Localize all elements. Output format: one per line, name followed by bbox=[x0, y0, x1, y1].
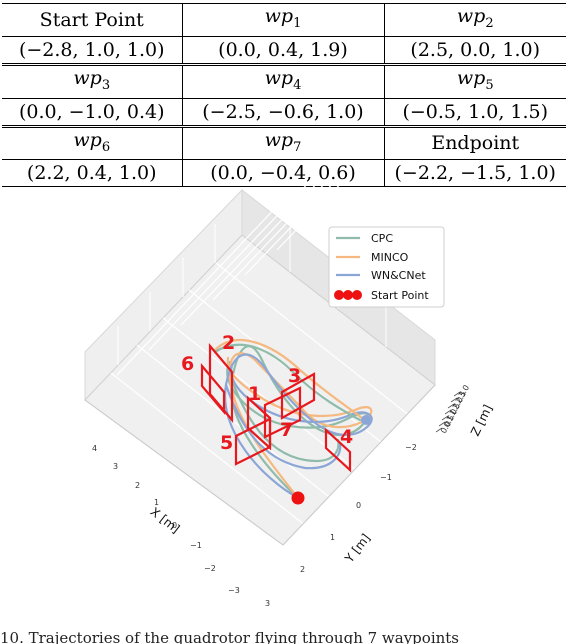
x-axis-ticks: 4 3 2 1 0 −1 −2 −3 bbox=[92, 444, 240, 595]
y-axis-ticks: 3 2 1 0 −1 −2 bbox=[265, 443, 417, 608]
legend: CPC MINCO WN&CNet Start Point bbox=[328, 226, 445, 308]
gate-label-7: 7 bbox=[280, 419, 293, 441]
table-row: Start Point wp1 wp2 bbox=[2, 3, 566, 37]
y-axis-label: Y [m] bbox=[342, 531, 373, 566]
gate-label-1: 1 bbox=[248, 383, 261, 405]
table-row: (0.0, −1.0, 0.4) (−2.5, −0.6, 1.0) (−0.5… bbox=[2, 97, 566, 127]
y-tick-label: −2 bbox=[405, 443, 417, 452]
y-tick-label: 0 bbox=[356, 501, 361, 510]
y-tick-label: 1 bbox=[330, 533, 335, 542]
table-row: wp3 wp4 wp5 bbox=[2, 62, 566, 99]
x-tick-label: −3 bbox=[228, 586, 240, 595]
table-cell: (−2.5, −0.6, 1.0) bbox=[181, 97, 384, 127]
table-cell: wp4 bbox=[181, 62, 384, 99]
table-cell: wp2 bbox=[383, 3, 566, 37]
legend-box bbox=[328, 226, 445, 308]
table-cell: (−2.8, 1.0, 1.0) bbox=[2, 35, 182, 65]
table-cell: (0.0, −1.0, 0.4) bbox=[2, 97, 182, 127]
z-axis-tick-labels: 0.0 0.5 1.0 1.5 2.0 2.5 3.0 bbox=[439, 383, 471, 435]
table-cell: wp1 bbox=[181, 3, 384, 37]
table-cell: wp7 bbox=[181, 124, 384, 160]
legend-label-wncnet: WN&CNet bbox=[371, 269, 426, 282]
table-cell: (2.2, 0.4, 1.0) bbox=[2, 159, 182, 188]
table-row: (2.2, 0.4, 1.0) (0.0, −0.4, 0.6) (−2.2, … bbox=[2, 159, 566, 188]
trajectory-figure: 2 6 1 3 7 5 4 4 3 2 1 0 −1 −2 −3 3 2 1 0… bbox=[0, 180, 584, 610]
table-row: wp6 wp7 Endpoint bbox=[2, 124, 566, 160]
legend-start-point-markers bbox=[334, 290, 362, 300]
y-tick-label: 2 bbox=[300, 565, 305, 574]
trajectory-cpc-top bbox=[213, 343, 362, 422]
gate-label-4: 4 bbox=[340, 426, 353, 448]
gate-5 bbox=[234, 417, 272, 466]
table-cell: (−2.2, −1.5, 1.0) bbox=[383, 159, 566, 188]
table-row: (−2.8, 1.0, 1.0) (0.0, 0.4, 1.9) (2.5, 0… bbox=[2, 35, 566, 65]
x-tick-label: 2 bbox=[135, 481, 140, 490]
gate-label-3: 3 bbox=[288, 365, 301, 387]
x-tick-label: −1 bbox=[190, 541, 202, 550]
trajectory-plot: 2 6 1 3 7 5 4 4 3 2 1 0 −1 −2 −3 3 2 1 0… bbox=[84, 180, 495, 608]
legend-label-cpc: CPC bbox=[371, 232, 393, 245]
z-axis-ticks bbox=[435, 391, 461, 433]
x-tick-label: −2 bbox=[204, 564, 216, 573]
gate-label-6: 6 bbox=[181, 353, 194, 375]
start-point-marker bbox=[291, 491, 305, 505]
y-tick-label: 3 bbox=[265, 599, 270, 608]
gate-6 bbox=[200, 362, 226, 416]
gate-label-2: 2 bbox=[222, 332, 235, 354]
gate-2 bbox=[208, 342, 234, 424]
table-cell: (0.0, 0.4, 1.9) bbox=[181, 35, 384, 65]
z-axis-label: Z [m] bbox=[468, 402, 495, 438]
x-axis-edge bbox=[84, 399, 284, 546]
x-axis-label: X [m] bbox=[148, 505, 183, 536]
table-cell: wp3 bbox=[2, 62, 182, 99]
legend-label-minco: MINCO bbox=[371, 251, 409, 264]
gate-label-5: 5 bbox=[220, 432, 233, 454]
waypoint-table: Start Point wp1 wp2 (−2.8, 1.0, 1.0) (0.… bbox=[2, 3, 566, 188]
table-cell: wp6 bbox=[2, 124, 182, 160]
x-tick-label: 3 bbox=[113, 462, 118, 471]
table-cell: Start Point bbox=[2, 3, 182, 37]
x-tick-label: 4 bbox=[92, 444, 97, 453]
table-cell: (0.0, −0.4, 0.6) bbox=[181, 159, 384, 188]
table-cell: (−0.5, 1.0, 1.5) bbox=[383, 97, 566, 127]
gate-4 bbox=[324, 427, 352, 473]
gate-labels: 2 6 1 3 7 5 4 bbox=[181, 332, 353, 454]
figure-caption: 10. Trajectories of the quadrotor flying… bbox=[0, 630, 460, 644]
gate-3 bbox=[280, 372, 316, 420]
x-tick-label: 1 bbox=[154, 498, 159, 507]
y-tick-label: −1 bbox=[380, 473, 392, 482]
y-axis-edge bbox=[282, 384, 436, 546]
table-cell: wp5 bbox=[383, 62, 566, 99]
x-tick-label: 0 bbox=[172, 521, 177, 530]
table-cell: Endpoint bbox=[383, 124, 566, 160]
table-cell: (2.5, 0.0, 1.0) bbox=[383, 35, 566, 65]
gate-7 bbox=[263, 386, 302, 439]
gates bbox=[200, 342, 352, 473]
legend-label-start-point: Start Point bbox=[371, 289, 429, 302]
trajectory-minco-top bbox=[213, 339, 364, 420]
z-tick-label: 3.0 bbox=[457, 383, 471, 399]
endpoint-marker bbox=[361, 415, 371, 425]
